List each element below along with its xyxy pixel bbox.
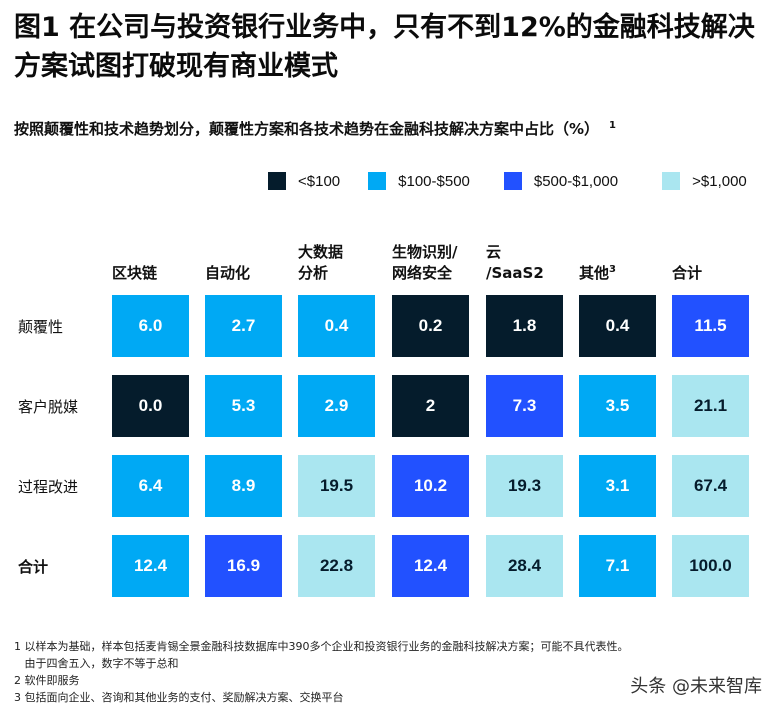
row-header: 颠覆性 (18, 317, 64, 336)
legend-item: $100-$500 (368, 172, 470, 190)
table-cell: 7.3 (486, 375, 563, 437)
page-title: 图1 在公司与投资银行业务中，只有不到12%的金融科技解决方案试图打破现有商业模… (14, 12, 755, 82)
legend-label: <$100 (298, 172, 341, 190)
chart-subtitle: 按照颠覆性和技术趋势划分，颠覆性方案和各技术趋势在金融科技解决方案中占比（%） 1 (14, 118, 616, 139)
footnotes: 1 以样本为基础，样本包括麦肯锡全景金融科技数据库中390多个企业和投资银行业务… (14, 638, 629, 706)
legend-item: $500-$1,000 (503, 172, 619, 190)
legend-label: $500-$1,000 (533, 172, 619, 190)
watermark: 头条 @未来智库 (630, 676, 762, 697)
row-header: 过程改进 (18, 477, 79, 496)
legend: <$100 $100-$500 $500-$1,000 >$1,000 (268, 172, 747, 190)
table-cell: 19.3 (486, 455, 563, 517)
footnote: 2 软件即服务 (14, 674, 80, 687)
column-header: 生物识别/ 网络安全 (392, 243, 458, 282)
footnote: 3 包括面向企业、咨询和其他业务的支付、奖励解决方案、交换平台 (14, 691, 344, 704)
column-header: 区块链 (112, 264, 158, 282)
legend-item: >$1,000 (662, 172, 747, 190)
legend-swatch (368, 172, 387, 190)
table-cell: 2.9 (298, 375, 375, 437)
table-cell: 2 (392, 375, 469, 437)
table-cell: 19.5 (298, 455, 375, 517)
column-header: 大数据 分析 (298, 243, 344, 282)
subtitle-text: 按照颠覆性和技术趋势划分，颠覆性方案和各技术趋势在金融科技解决方案中占比（%） (14, 120, 600, 138)
table-cell: 5.3 (205, 375, 282, 437)
legend-swatch (503, 172, 522, 190)
table-cell: 21.1 (672, 375, 749, 437)
table-cell: 6.0 (112, 295, 189, 357)
table-cell: 11.5 (672, 295, 749, 357)
table-cell: 28.4 (486, 535, 563, 597)
table-cell: 0.4 (579, 295, 656, 357)
table-cell: 67.4 (672, 455, 749, 517)
table-cell: 16.9 (205, 535, 282, 597)
table-cell: 0.4 (298, 295, 375, 357)
table-cell: 100.0 (672, 535, 749, 597)
table-cell: 22.8 (298, 535, 375, 597)
table-cell: 12.4 (392, 535, 469, 597)
table-cell: 3.5 (579, 375, 656, 437)
table-cell: 0.0 (112, 375, 189, 437)
footnote: 由于四舍五入，数字不等于总和 (14, 657, 179, 670)
table-cell: 3.1 (579, 455, 656, 517)
legend-label: $100-$500 (398, 172, 470, 190)
column-header: 云 /SaaS2 (486, 243, 544, 282)
table-cell: 1.8 (486, 295, 563, 357)
column-header: 合计 (672, 264, 703, 282)
table-cell: 10.2 (392, 455, 469, 517)
table-cell: 6.4 (112, 455, 189, 517)
table-cell: 8.9 (205, 455, 282, 517)
row-header: 客户脱媒 (18, 397, 79, 416)
table-cell: 0.2 (392, 295, 469, 357)
row-header: 合计 (18, 557, 49, 576)
footnote: 1 以样本为基础，样本包括麦肯锡全景金融科技数据库中390多个企业和投资银行业务… (14, 640, 629, 653)
column-header: 其他3 (579, 264, 616, 282)
legend-label: >$1,000 (692, 172, 747, 190)
table-cell: 2.7 (205, 295, 282, 357)
legend-swatch (662, 172, 681, 190)
column-header: 自动化 (205, 264, 251, 282)
legend-item: <$100 (268, 172, 340, 190)
footnote-ref: 1 (609, 120, 617, 131)
table-cell: 12.4 (112, 535, 189, 597)
legend-swatch (268, 172, 286, 190)
table-cell: 7.1 (579, 535, 656, 597)
